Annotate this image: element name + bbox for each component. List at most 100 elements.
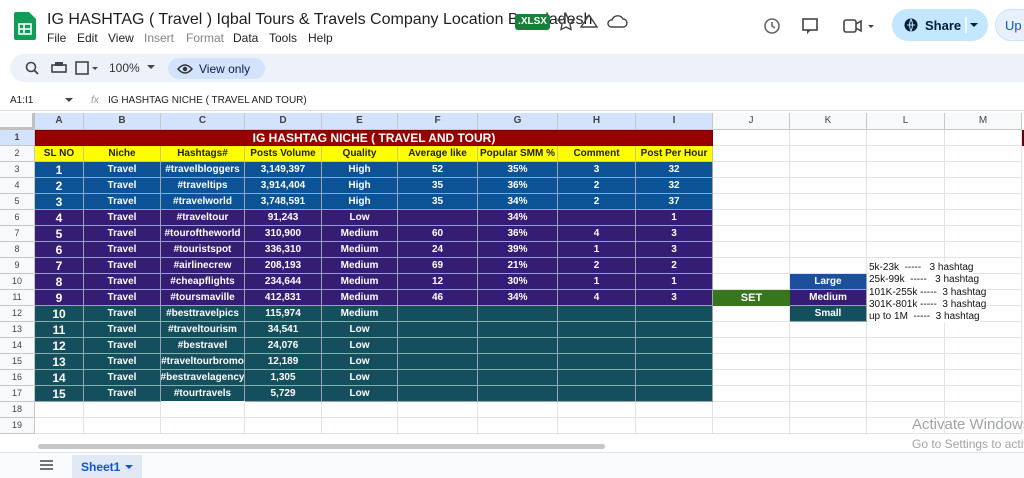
column-header: H xyxy=(558,113,636,130)
menu-item[interactable]: View xyxy=(108,31,134,45)
table-cell: Travel xyxy=(84,322,161,338)
grid-cell xyxy=(790,386,867,402)
grid-cell xyxy=(790,130,867,146)
table-cell: 336,310 xyxy=(245,242,322,258)
table-cell: Low xyxy=(322,386,398,402)
menu-item[interactable]: Edit xyxy=(77,31,98,45)
table-cell xyxy=(636,386,713,402)
menu-item[interactable]: Insert xyxy=(144,31,175,45)
menu-item[interactable]: Format xyxy=(186,31,225,45)
table-cell xyxy=(398,338,478,354)
table-cell: 4 xyxy=(558,290,636,306)
table-cell: Medium xyxy=(322,306,398,322)
table-cell: Medium xyxy=(322,274,398,290)
sl-no: 3 xyxy=(35,194,84,210)
table-cell: 2 xyxy=(636,258,713,274)
table-cell: 412,831 xyxy=(245,290,322,306)
grid-cell xyxy=(161,418,245,434)
table-cell: 34,541 xyxy=(245,322,322,338)
table-cell: 2 xyxy=(558,194,636,210)
table-cell: 4 xyxy=(558,226,636,242)
table-cell: 3 xyxy=(636,290,713,306)
table-cell: 2 xyxy=(558,178,636,194)
grid-cell xyxy=(790,194,867,210)
table-cell: Travel xyxy=(84,370,161,386)
grid-cell xyxy=(713,418,790,434)
grid-cell xyxy=(713,226,790,242)
grid-cell xyxy=(161,402,245,418)
table-cell: 24 xyxy=(398,242,478,258)
sl-no: 8 xyxy=(35,274,84,290)
table-cell: 37 xyxy=(636,194,713,210)
upgrade-button[interactable] xyxy=(995,9,1024,41)
grid-cell xyxy=(945,322,1022,338)
grid-cell xyxy=(713,178,790,194)
table-cell: #traveltour xyxy=(161,210,245,226)
view-only-chip[interactable] xyxy=(168,58,265,79)
table-cell xyxy=(478,354,558,370)
menu-item[interactable]: Tools xyxy=(269,31,298,45)
sheet-tab-label[interactable]: Sheet1 xyxy=(81,460,121,474)
sl-no: 7 xyxy=(35,258,84,274)
table-cell: 35 xyxy=(398,194,478,210)
share-label[interactable]: Share xyxy=(925,18,962,33)
menu-item[interactable]: File xyxy=(47,31,67,45)
column-header: M xyxy=(945,113,1022,130)
row-header: 14 xyxy=(0,338,35,354)
h-scrollbar[interactable] xyxy=(38,444,605,449)
grid-cell xyxy=(713,338,790,354)
range-note: 25k-99k ----- 3 hashtag xyxy=(869,274,980,287)
grid-cell xyxy=(790,354,867,370)
row-header: 9 xyxy=(0,258,35,274)
table-cell: 34% xyxy=(478,210,558,226)
grid-cell xyxy=(790,146,867,162)
edge-cell xyxy=(1022,130,1024,146)
table-cell: Travel xyxy=(84,338,161,354)
grid-cell xyxy=(945,226,1022,242)
view-only-label[interactable]: View only xyxy=(199,62,251,76)
upgrade-label[interactable]: Up xyxy=(1005,18,1022,33)
range-note: up to 1M ----- 3 hashtag xyxy=(869,311,980,324)
row-header: 6 xyxy=(0,210,35,226)
row-header: 1 xyxy=(0,130,35,146)
menu-item[interactable]: Help xyxy=(308,31,333,45)
table-cell xyxy=(558,306,636,322)
table-cell: Travel xyxy=(84,258,161,274)
sheet-tab[interactable] xyxy=(72,455,142,478)
table-cell: Low xyxy=(322,338,398,354)
set-label: SET xyxy=(713,290,790,306)
row-header: 13 xyxy=(0,322,35,338)
grid-cell xyxy=(945,194,1022,210)
table-cell: 32 xyxy=(636,162,713,178)
grid-cell xyxy=(713,194,790,210)
table-cell: Medium xyxy=(322,258,398,274)
row-header: 19 xyxy=(0,418,35,434)
row-header: 11 xyxy=(0,290,35,306)
all-sheets-icon[interactable] xyxy=(40,460,54,470)
zoom[interactable]: 100% xyxy=(109,61,140,75)
table-cell: #traveltips xyxy=(161,178,245,194)
table-cell: #traveltourism xyxy=(161,322,245,338)
table-cell: #tourtravels xyxy=(161,386,245,402)
table-header: Post Per Hour xyxy=(636,146,713,162)
grid-cell xyxy=(790,338,867,354)
grid-cell xyxy=(478,418,558,434)
sheet-tab-caret xyxy=(125,465,133,469)
sl-no: 5 xyxy=(35,226,84,242)
table-cell xyxy=(398,386,478,402)
menu-item[interactable]: Data xyxy=(233,31,259,45)
grid-cell xyxy=(790,370,867,386)
formula-bar xyxy=(0,90,1024,111)
row-header: 7 xyxy=(0,226,35,242)
toolbar xyxy=(10,54,1024,82)
table-cell: 3,914,404 xyxy=(245,178,322,194)
fx-label: fx xyxy=(91,95,99,106)
table-cell: Travel xyxy=(84,226,161,242)
grid-cell xyxy=(867,322,945,338)
table-cell: 35% xyxy=(478,162,558,178)
title-icons xyxy=(557,12,628,31)
grid-cell xyxy=(636,402,713,418)
table-cell: #airlinecrew xyxy=(161,258,245,274)
row-header: 8 xyxy=(0,242,35,258)
grid-cell xyxy=(713,274,790,290)
